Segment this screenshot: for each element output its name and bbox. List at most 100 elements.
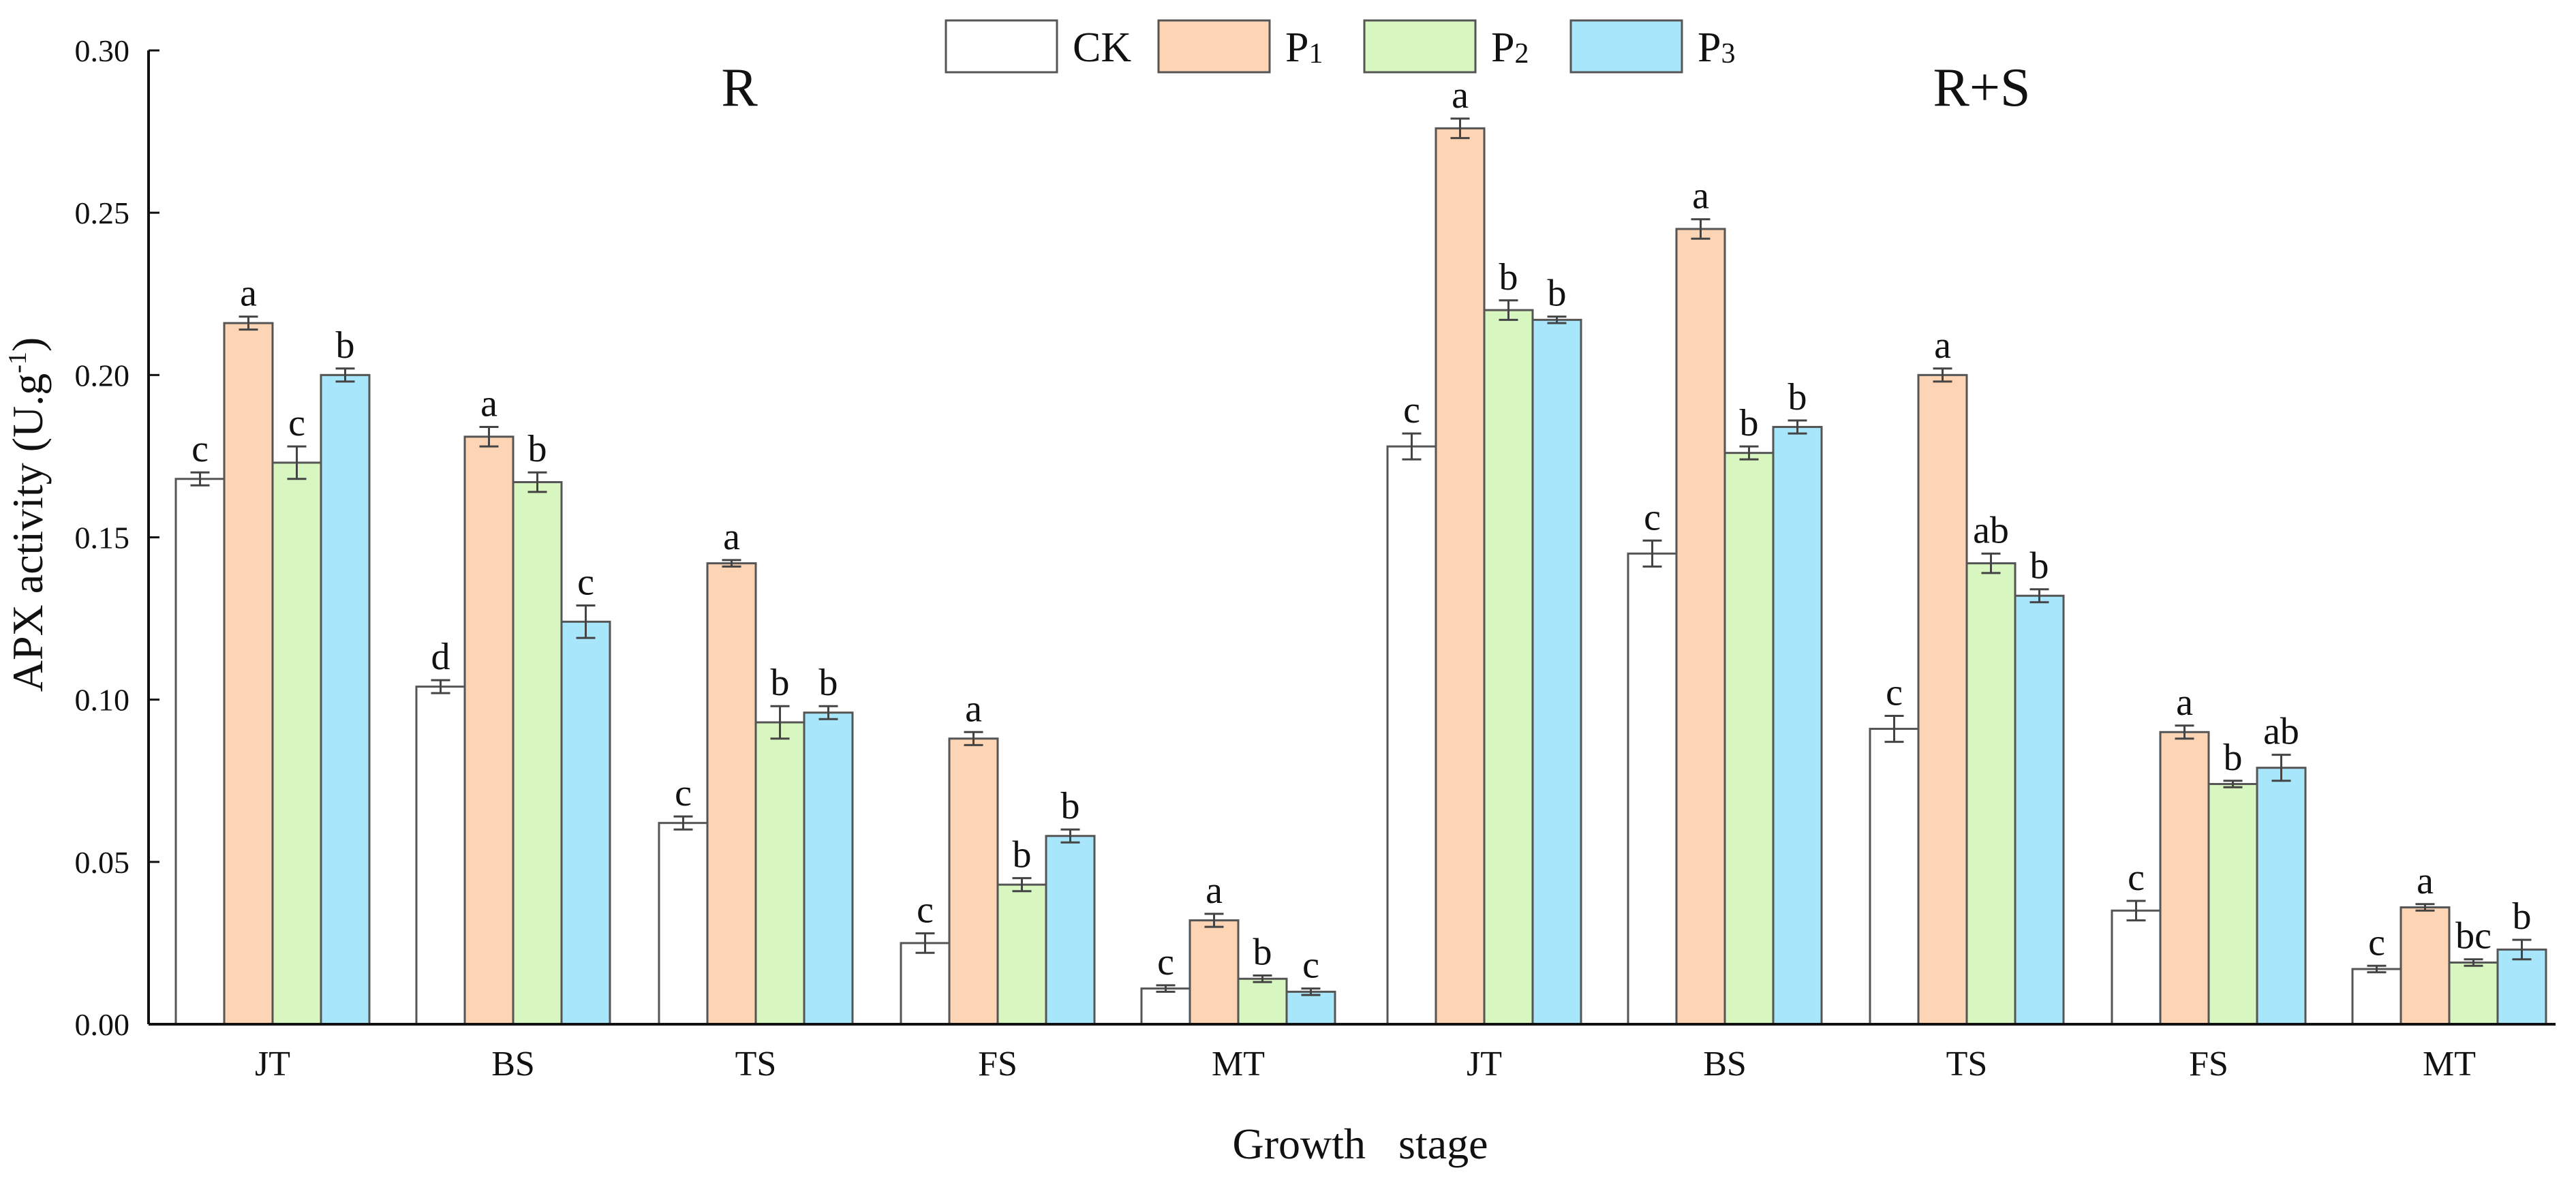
bar bbox=[1917, 373, 1968, 1026]
bar bbox=[2256, 767, 2307, 1026]
bar bbox=[1237, 977, 1288, 1026]
y-tick-label: 0.05 bbox=[75, 845, 130, 880]
significance-label: ab bbox=[2263, 711, 2299, 753]
bar bbox=[2014, 594, 2065, 1026]
bar bbox=[2448, 961, 2499, 1026]
legend-swatch bbox=[1569, 19, 1683, 74]
bar bbox=[754, 721, 806, 1026]
bar bbox=[2111, 909, 2162, 1026]
bar bbox=[1965, 562, 2017, 1026]
significance-label: b bbox=[1013, 834, 1032, 876]
bar bbox=[948, 737, 999, 1026]
bar bbox=[1189, 919, 1240, 1026]
significance-label: b bbox=[2030, 545, 2049, 587]
bar bbox=[2399, 906, 2451, 1026]
bar bbox=[1869, 728, 1920, 1026]
significance-label: c bbox=[1403, 389, 1420, 431]
bar bbox=[223, 322, 274, 1026]
significance-label: a bbox=[723, 516, 740, 558]
significance-label: b bbox=[2513, 895, 2532, 938]
y-tick-label: 0.25 bbox=[75, 196, 130, 230]
significance-label: b bbox=[1061, 785, 1080, 827]
significance-label: b bbox=[336, 324, 355, 367]
x-category-label: JT bbox=[255, 1045, 290, 1084]
significance-label: a bbox=[240, 273, 257, 315]
x-category-label: FS bbox=[2189, 1045, 2228, 1084]
legend-label-sub: 2 bbox=[1514, 38, 1529, 70]
legend-label-main: P bbox=[1698, 25, 1721, 71]
significance-label: c bbox=[1644, 496, 1661, 538]
y-tick-label: 0.00 bbox=[75, 1007, 130, 1042]
bar bbox=[996, 883, 1047, 1026]
x-category-label: TS bbox=[735, 1045, 777, 1084]
bar bbox=[512, 481, 563, 1026]
legend-swatch bbox=[945, 19, 1058, 74]
bar bbox=[1045, 835, 1096, 1026]
bar bbox=[320, 373, 371, 1026]
y-tick-label: 0.20 bbox=[75, 358, 130, 393]
y-tick-label: 0.10 bbox=[75, 683, 130, 718]
significance-label: d bbox=[431, 636, 450, 678]
significance-label: b bbox=[1499, 256, 1518, 298]
significance-label: a bbox=[480, 383, 497, 425]
significance-label: b bbox=[1740, 402, 1759, 444]
panel-title: R bbox=[721, 58, 758, 118]
significance-label: c bbox=[577, 562, 594, 604]
bar bbox=[2496, 948, 2547, 1026]
x-category-label: MT bbox=[1212, 1045, 1265, 1084]
bar bbox=[415, 686, 466, 1026]
bar bbox=[271, 461, 322, 1026]
legend-label-main: CK bbox=[1073, 25, 1131, 71]
legend-label-sub: 1 bbox=[1308, 38, 1323, 70]
x-category-label: BS bbox=[1703, 1045, 1747, 1084]
significance-label: c bbox=[675, 772, 692, 814]
y-axis-title-sup: -1 bbox=[3, 352, 32, 373]
x-category-label: MT bbox=[2423, 1045, 2476, 1084]
significance-label: c bbox=[1886, 671, 1903, 713]
significance-label: b bbox=[528, 428, 547, 470]
y-tick-label: 0.15 bbox=[75, 521, 130, 555]
significance-label: ab bbox=[1973, 509, 2009, 551]
x-category-label: JT bbox=[1467, 1045, 1502, 1084]
significance-label: a bbox=[965, 688, 982, 730]
bar bbox=[2351, 968, 2402, 1026]
significance-label: a bbox=[2417, 860, 2434, 902]
bar bbox=[1140, 987, 1191, 1026]
x-category-label: FS bbox=[978, 1045, 1017, 1084]
significance-label: a bbox=[1206, 870, 1223, 912]
bar bbox=[560, 620, 611, 1026]
bar bbox=[803, 711, 854, 1026]
significance-label: a bbox=[1692, 175, 1709, 217]
bar bbox=[1627, 552, 1678, 1026]
bar bbox=[1386, 445, 1437, 1026]
significance-label: c bbox=[191, 428, 209, 470]
bar bbox=[463, 435, 515, 1026]
significance-label: b bbox=[1253, 932, 1272, 974]
bar bbox=[1483, 309, 1534, 1026]
bar bbox=[1285, 990, 1336, 1026]
bar bbox=[174, 478, 226, 1026]
significance-label: c bbox=[917, 889, 934, 932]
bar bbox=[900, 942, 951, 1026]
bar bbox=[1675, 228, 1726, 1026]
significance-label: b bbox=[819, 662, 838, 704]
legend-label: CK bbox=[1073, 25, 1131, 71]
y-axis-title: APX activity (U.g-1) bbox=[3, 337, 52, 692]
legend-label-sub: 3 bbox=[1721, 38, 1735, 70]
significance-label: b bbox=[1788, 376, 1807, 418]
significance-label: b bbox=[1548, 273, 1567, 315]
bar bbox=[1723, 452, 1775, 1026]
x-category-label: TS bbox=[1946, 1045, 1988, 1084]
y-axis-title-end: ) bbox=[3, 337, 52, 352]
bar bbox=[706, 562, 757, 1026]
bar bbox=[1531, 318, 1582, 1026]
bar bbox=[1435, 127, 1486, 1026]
legend-label: P3 bbox=[1698, 25, 1735, 71]
bar bbox=[2159, 731, 2210, 1026]
significance-label: c bbox=[288, 402, 305, 444]
significance-label: a bbox=[1452, 74, 1469, 117]
significance-label: c bbox=[2128, 857, 2145, 899]
significance-label: bc bbox=[2455, 915, 2491, 957]
